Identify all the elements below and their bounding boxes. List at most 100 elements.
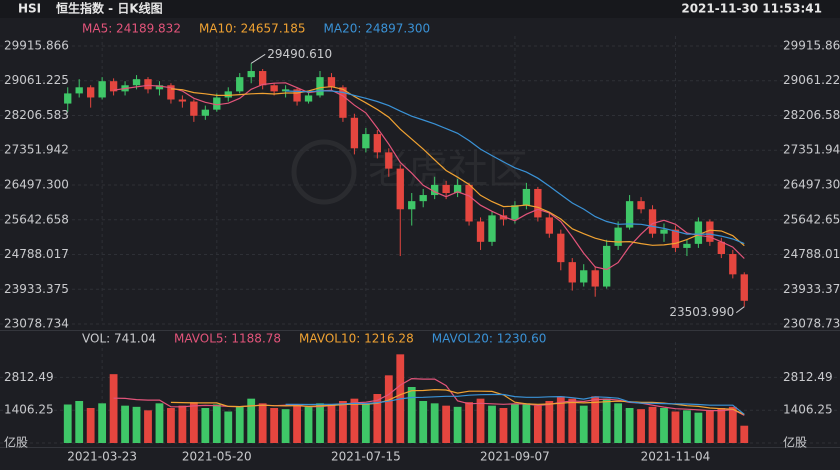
volume-bar bbox=[316, 403, 324, 443]
volume-bar bbox=[740, 425, 749, 443]
y-tick-label: 2812.49 bbox=[783, 370, 833, 384]
volume-bar bbox=[132, 406, 141, 443]
volume-bar bbox=[648, 406, 657, 443]
candle-body bbox=[453, 184, 462, 194]
volume-bar bbox=[694, 412, 703, 443]
volume-bar bbox=[167, 408, 175, 443]
annotation-line bbox=[250, 53, 266, 64]
y-tick-label: 25642.658 bbox=[4, 212, 69, 226]
legend-entry: MAVOL20: 1230.60 bbox=[432, 332, 547, 346]
y-tick-label: 1406.25 bbox=[783, 403, 833, 417]
y-tick-label: 亿股 bbox=[4, 435, 28, 450]
x-tick-label: 2021-09-07 bbox=[480, 450, 550, 464]
candle-body bbox=[144, 79, 152, 90]
volume-bar bbox=[75, 401, 84, 443]
candle-body bbox=[683, 243, 691, 248]
candle-body bbox=[190, 101, 198, 116]
candle-body bbox=[557, 233, 565, 263]
candle-body bbox=[109, 81, 118, 92]
candle-body bbox=[671, 229, 680, 248]
y-tick-label: 25642.658 bbox=[783, 212, 840, 226]
volume-bar bbox=[591, 396, 600, 443]
x-tick-label: 2021-07-15 bbox=[331, 450, 401, 464]
volume-bar bbox=[602, 398, 611, 443]
volume-bar bbox=[86, 408, 95, 443]
candle-body bbox=[591, 270, 599, 287]
candle-body bbox=[534, 188, 542, 218]
y-tick-label: 26497.300 bbox=[783, 178, 840, 192]
volume-bar bbox=[637, 409, 645, 443]
ma-line bbox=[113, 82, 745, 271]
watermark-logo bbox=[291, 139, 357, 205]
candle-body bbox=[304, 95, 313, 102]
volume-bar bbox=[350, 398, 359, 443]
candle-body bbox=[373, 134, 382, 153]
candle-body bbox=[167, 85, 175, 100]
candle-body bbox=[729, 254, 737, 275]
symbol: HSI bbox=[18, 2, 41, 16]
x-tick-label: 2021-03-23 bbox=[67, 450, 137, 464]
y-tick-label: 29915.866 bbox=[4, 39, 69, 53]
volume-bar bbox=[327, 404, 336, 443]
ma-line bbox=[170, 86, 745, 247]
candle-body bbox=[316, 77, 324, 96]
y-tick-label: 24788.017 bbox=[783, 247, 840, 261]
candle-body bbox=[327, 77, 336, 88]
volume-bar bbox=[625, 408, 634, 443]
x-tick-label: 2021-05-20 bbox=[182, 450, 252, 464]
candle-body bbox=[408, 201, 416, 210]
candle-body bbox=[522, 188, 531, 206]
annotation-line bbox=[735, 306, 745, 314]
volume-bar bbox=[224, 411, 233, 443]
volume-bar bbox=[671, 411, 680, 443]
candle-body bbox=[430, 184, 439, 196]
volume-bar bbox=[511, 404, 519, 443]
volume-bar bbox=[476, 398, 485, 443]
annotation: 29490.610 bbox=[267, 47, 332, 61]
y-tick-label: 亿股 bbox=[783, 435, 807, 450]
volume-bar bbox=[235, 406, 244, 443]
candle-body bbox=[236, 77, 244, 92]
legend-entry: MA20: 24897.300 bbox=[324, 22, 431, 36]
candle-body bbox=[419, 195, 427, 202]
y-tick-label: 28206.583 bbox=[4, 108, 69, 122]
candle-body bbox=[293, 89, 301, 102]
y-tick-label: 2812.49 bbox=[4, 370, 54, 384]
candle-body bbox=[132, 79, 141, 86]
candle-body bbox=[178, 99, 187, 102]
y-tick-label: 29061.225 bbox=[4, 73, 69, 87]
volume-bar bbox=[499, 408, 508, 443]
volume-bar bbox=[614, 403, 623, 443]
volume-bar bbox=[121, 405, 129, 443]
candle-body bbox=[270, 85, 278, 92]
volume-bar bbox=[144, 410, 152, 443]
volume-bar bbox=[339, 401, 347, 443]
volume-bar bbox=[270, 408, 279, 443]
y-tick-label: 29061.225 bbox=[783, 73, 840, 87]
volume-bar bbox=[728, 406, 737, 443]
header-bar bbox=[0, 0, 840, 18]
volume-bar bbox=[407, 387, 416, 443]
candle-body bbox=[580, 270, 588, 283]
candle-body bbox=[568, 262, 576, 283]
volume-bar bbox=[98, 403, 107, 443]
volume-bar bbox=[430, 403, 439, 443]
candle-body bbox=[625, 201, 634, 228]
volume-bar bbox=[705, 410, 714, 443]
candle-body bbox=[740, 274, 748, 301]
volume-bar bbox=[212, 404, 221, 443]
y-tick-label: 23078.734 bbox=[783, 317, 840, 331]
volume-bar bbox=[178, 405, 187, 443]
volume-bar bbox=[247, 398, 256, 443]
y-tick-label: 23933.375 bbox=[783, 282, 840, 296]
volume-bar bbox=[419, 401, 428, 443]
candle-body bbox=[201, 109, 210, 116]
candle-body bbox=[706, 221, 714, 242]
volume-bar bbox=[533, 405, 542, 443]
legend-entry: MAVOL5: 1188.78 bbox=[174, 332, 281, 346]
legend-entry: MAVOL10: 1216.28 bbox=[299, 332, 414, 346]
candle-body bbox=[396, 168, 404, 210]
ma-line bbox=[170, 388, 745, 416]
candle-body bbox=[247, 71, 255, 78]
